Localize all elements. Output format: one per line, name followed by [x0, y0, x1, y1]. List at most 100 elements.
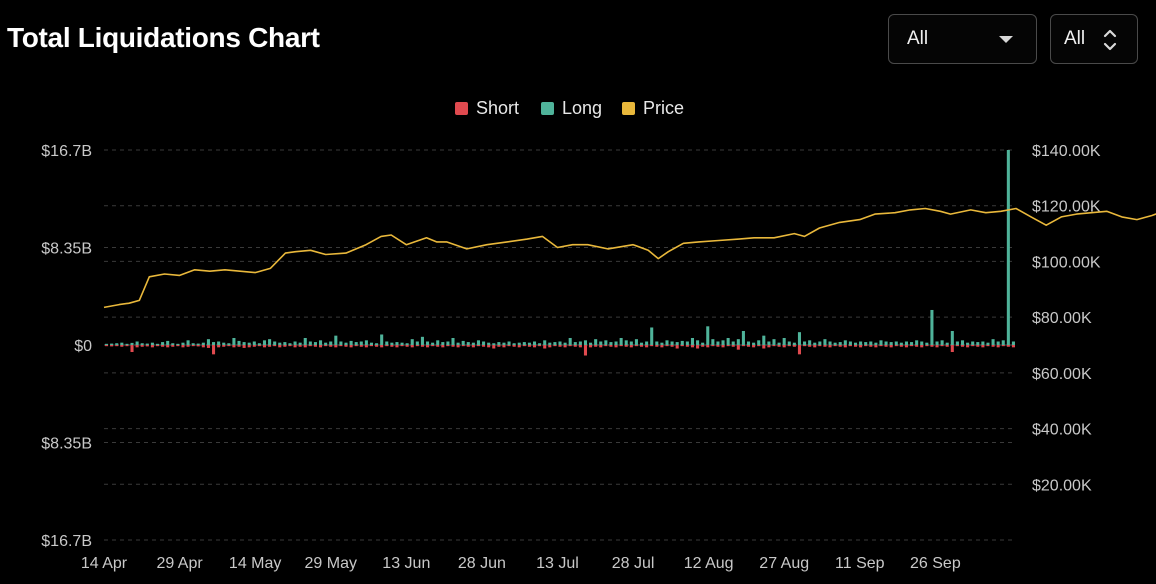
short-bar[interactable] [741, 345, 745, 347]
short-bar[interactable] [543, 345, 547, 349]
long-bar[interactable] [522, 342, 526, 345]
short-bar[interactable] [140, 345, 144, 347]
short-bar[interactable] [288, 345, 292, 347]
long-bar[interactable] [288, 343, 292, 345]
long-bar[interactable] [869, 341, 873, 345]
short-bar[interactable] [655, 345, 659, 347]
long-bar[interactable] [380, 334, 384, 345]
short-bar[interactable] [461, 345, 465, 347]
short-bar[interactable] [186, 345, 190, 347]
long-bar[interactable] [319, 340, 323, 345]
short-bar[interactable] [155, 345, 160, 347]
long-bar[interactable] [196, 343, 200, 345]
long-bar[interactable] [721, 340, 725, 345]
short-bar[interactable] [329, 345, 333, 347]
short-bar[interactable] [660, 345, 664, 348]
long-bar[interactable] [329, 341, 333, 345]
short-bar[interactable] [115, 345, 119, 347]
short-bar[interactable] [385, 345, 389, 347]
long-bar[interactable] [206, 339, 210, 345]
short-bar[interactable] [848, 345, 852, 347]
short-bar[interactable] [915, 345, 919, 347]
long-bar[interactable] [853, 342, 858, 345]
short-bar[interactable] [206, 345, 210, 348]
long-bar[interactable] [227, 343, 231, 345]
short-bar[interactable] [991, 345, 995, 347]
long-bar[interactable] [563, 342, 567, 345]
long-bar[interactable] [359, 341, 363, 345]
short-bar[interactable] [838, 345, 842, 347]
short-bar[interactable] [568, 345, 572, 347]
short-bar[interactable] [772, 345, 776, 347]
time-range-select[interactable]: All [888, 14, 1037, 64]
long-bar[interactable] [986, 342, 990, 345]
long-bar[interactable] [731, 341, 735, 345]
short-bar[interactable] [145, 345, 149, 347]
long-bar[interactable] [670, 341, 674, 345]
long-bar[interactable] [512, 343, 516, 345]
short-bar[interactable] [1006, 345, 1010, 347]
short-bar[interactable] [375, 345, 379, 347]
legend-item-long[interactable]: Long [541, 97, 602, 119]
long-bar[interactable] [828, 341, 832, 345]
short-bar[interactable] [492, 345, 496, 349]
short-bar[interactable] [405, 345, 409, 347]
long-bar[interactable] [976, 342, 980, 345]
short-bar[interactable] [349, 345, 353, 348]
long-bar[interactable] [711, 339, 715, 345]
long-bar[interactable] [191, 343, 195, 345]
short-bar[interactable] [706, 345, 710, 348]
short-bar[interactable] [986, 345, 990, 347]
long-bar[interactable] [660, 342, 664, 345]
short-bar[interactable] [889, 345, 893, 348]
short-bar[interactable] [538, 345, 542, 347]
long-bar[interactable] [420, 336, 424, 345]
long-bar[interactable] [507, 341, 511, 345]
long-bar[interactable] [889, 342, 893, 345]
short-bar[interactable] [507, 345, 511, 347]
short-bar[interactable] [894, 345, 898, 347]
short-bar[interactable] [201, 345, 205, 348]
long-bar[interactable] [364, 340, 368, 345]
long-bar[interactable] [940, 340, 944, 345]
price-line[interactable] [103, 195, 1156, 309]
long-bar[interactable] [436, 340, 440, 345]
short-bar[interactable] [502, 345, 506, 348]
short-bar[interactable] [252, 345, 256, 347]
short-bar[interactable] [339, 345, 343, 347]
short-bar[interactable] [196, 345, 200, 347]
short-bar[interactable] [996, 345, 1000, 348]
long-bar[interactable] [864, 342, 868, 345]
short-bar[interactable] [573, 345, 577, 347]
short-bar[interactable] [400, 345, 404, 347]
long-bar[interactable] [451, 337, 455, 345]
short-bar[interactable] [293, 345, 297, 348]
long-bar[interactable] [716, 341, 720, 345]
long-bar[interactable] [787, 341, 791, 345]
short-bar[interactable] [966, 345, 970, 348]
short-bar[interactable] [731, 345, 735, 347]
short-bar[interactable] [415, 345, 419, 347]
long-bar[interactable] [105, 343, 109, 345]
long-bar[interactable] [935, 341, 939, 345]
long-bar[interactable] [726, 337, 730, 345]
short-bar[interactable] [232, 345, 236, 348]
short-bar[interactable] [410, 345, 414, 348]
long-bar[interactable] [120, 342, 124, 345]
short-bar[interactable] [736, 345, 740, 350]
long-bar[interactable] [767, 341, 771, 345]
long-bar[interactable] [578, 341, 582, 345]
long-bar[interactable] [874, 342, 878, 345]
short-bar[interactable] [247, 345, 251, 348]
long-bar[interactable] [910, 342, 914, 345]
short-bar[interactable] [884, 345, 888, 347]
short-bar[interactable] [563, 345, 567, 348]
short-bar[interactable] [976, 345, 980, 347]
long-bar[interactable] [257, 343, 261, 345]
long-bar[interactable] [833, 342, 837, 345]
short-bar[interactable] [268, 345, 272, 347]
legend-item-price[interactable]: Price [622, 97, 684, 119]
long-bar[interactable] [645, 341, 649, 345]
long-bar[interactable] [339, 341, 343, 345]
long-bar[interactable] [848, 341, 852, 345]
